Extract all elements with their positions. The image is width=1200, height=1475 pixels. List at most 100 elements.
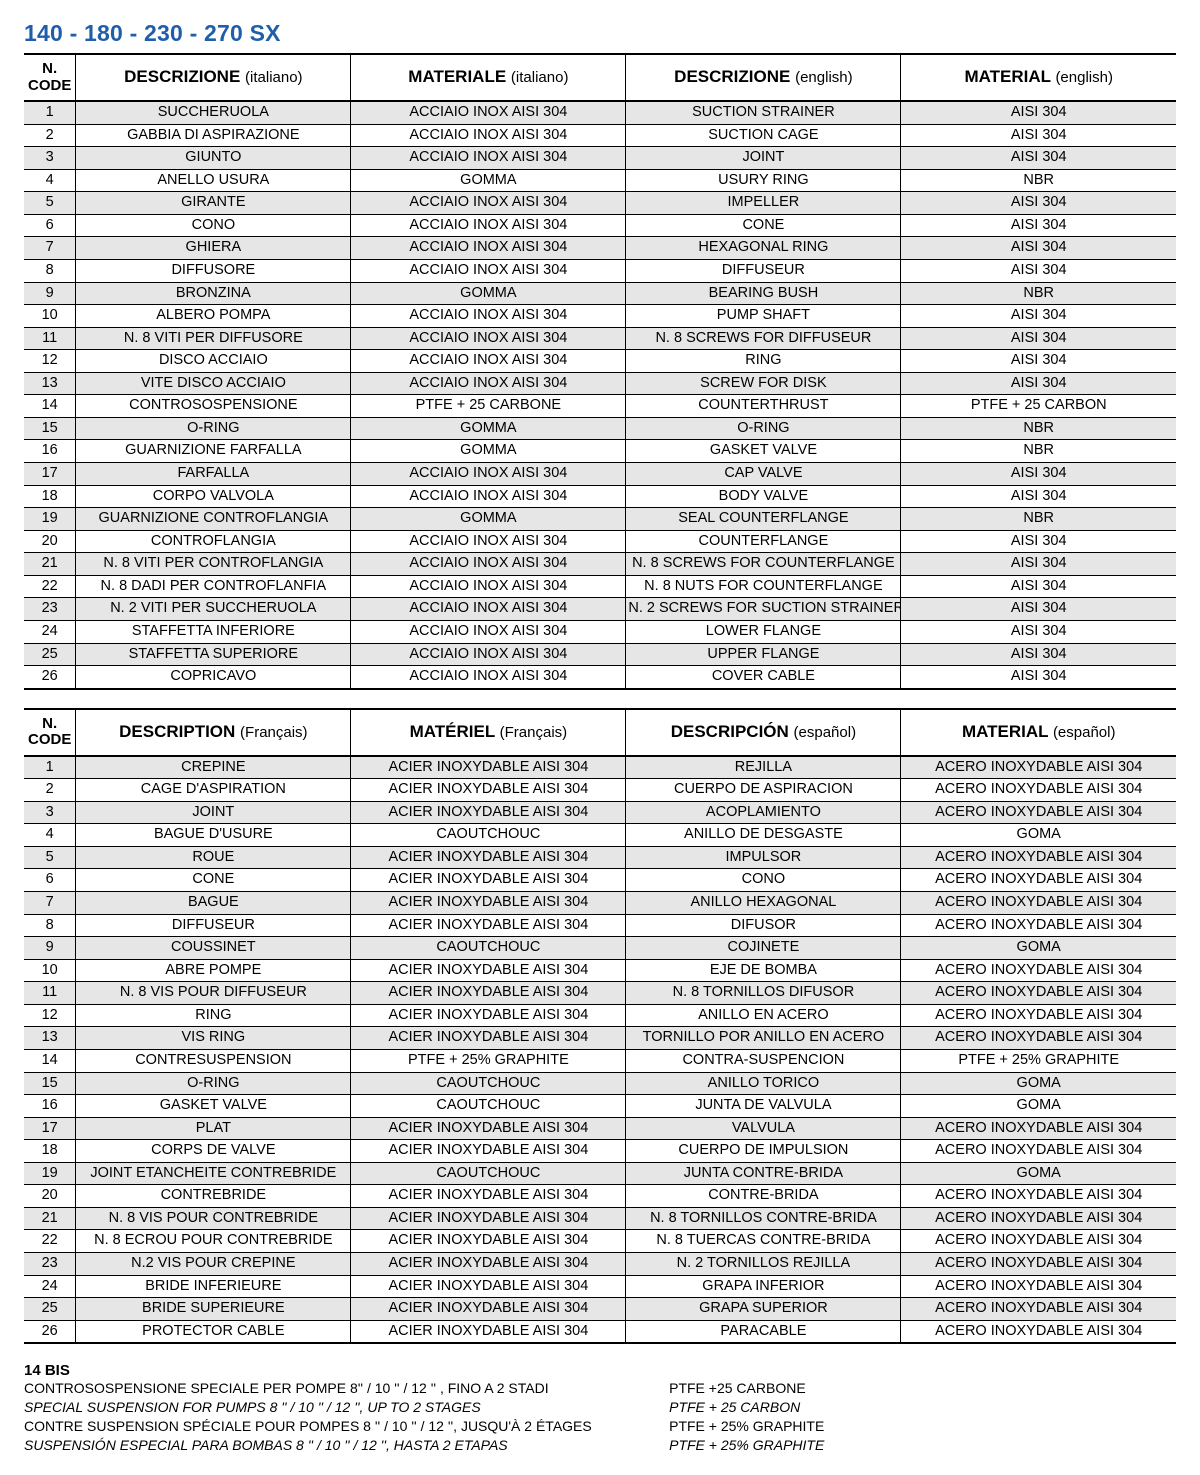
cell-value: ACERO INOXYDABLE AISI 304 <box>901 1140 1176 1163</box>
cell-code: 20 <box>24 530 76 553</box>
cell-code: 1 <box>24 101 76 124</box>
cell-value: ACIER INOXYDABLE AISI 304 <box>351 1207 626 1230</box>
cell-value: VALVULA <box>626 1117 901 1140</box>
cell-value: ACCIAIO INOX AISI 304 <box>351 372 626 395</box>
table-row: 20CONTREBRIDEACIER INOXYDABLE AISI 304CO… <box>24 1185 1176 1208</box>
cell-value: AISI 304 <box>901 237 1176 260</box>
cell-value: ACCIAIO INOX AISI 304 <box>351 259 626 282</box>
cell-value: GUARNIZIONE CONTROFLANGIA <box>76 508 351 531</box>
table-row: 9BRONZINAGOMMABEARING BUSHNBR <box>24 282 1176 305</box>
cell-value: ACERO INOXYDABLE AISI 304 <box>901 892 1176 915</box>
cell-value: PARACABLE <box>626 1320 901 1343</box>
table-row: 19JOINT ETANCHEITE CONTREBRIDECAOUTCHOUC… <box>24 1162 1176 1185</box>
cell-value: JOINT <box>76 801 351 824</box>
table-row: 22N. 8 ECROU POUR CONTREBRIDEACIER INOXY… <box>24 1230 1176 1253</box>
cell-value: ACIER INOXYDABLE AISI 304 <box>351 779 626 802</box>
table-row: 7BAGUEACIER INOXYDABLE AISI 304ANILLO HE… <box>24 892 1176 915</box>
cell-value: AISI 304 <box>901 620 1176 643</box>
cell-code: 19 <box>24 1162 76 1185</box>
cell-value: DIFFUSORE <box>76 259 351 282</box>
cell-value: ACCIAIO INOX AISI 304 <box>351 350 626 373</box>
table-row: 6CONEACIER INOXYDABLE AISI 304CONOACERO … <box>24 869 1176 892</box>
cell-value: GASKET VALVE <box>626 440 901 463</box>
cell-value: BAGUE D'USURE <box>76 824 351 847</box>
cell-value: ACERO INOXYDABLE AISI 304 <box>901 1253 1176 1276</box>
cell-value: ACERO INOXYDABLE AISI 304 <box>901 1004 1176 1027</box>
table-row: 13VIS RINGACIER INOXYDABLE AISI 304TORNI… <box>24 1027 1176 1050</box>
cell-value: ACIER INOXYDABLE AISI 304 <box>351 1230 626 1253</box>
cell-value: O-RING <box>76 1072 351 1095</box>
cell-code: 16 <box>24 1095 76 1118</box>
cell-value: GOMMA <box>351 508 626 531</box>
cell-value: GIRANTE <box>76 192 351 215</box>
cell-value: CAOUTCHOUC <box>351 937 626 960</box>
table-row: 15O-RINGGOMMAO-RINGNBR <box>24 417 1176 440</box>
cell-value: NBR <box>901 508 1176 531</box>
cell-value: CAP VALVE <box>626 463 901 486</box>
col-header-mat-es: MATERIAL (español) <box>901 709 1176 756</box>
cell-code: 4 <box>24 169 76 192</box>
table-row: 14CONTRESUSPENSIONPTFE + 25% GRAPHITECON… <box>24 1049 1176 1072</box>
cell-value: ANILLO HEXAGONAL <box>626 892 901 915</box>
cell-value: CAGE D'ASPIRATION <box>76 779 351 802</box>
cell-value: ACIER INOXYDABLE AISI 304 <box>351 1298 626 1321</box>
cell-value: JUNTA CONTRE-BRIDA <box>626 1162 901 1185</box>
cell-value: BRONZINA <box>76 282 351 305</box>
cell-value: ACCIAIO INOX AISI 304 <box>351 463 626 486</box>
cell-value: GOMA <box>901 937 1176 960</box>
cell-value: CAOUTCHOUC <box>351 1162 626 1185</box>
table-row: 12RINGACIER INOXYDABLE AISI 304ANILLO EN… <box>24 1004 1176 1027</box>
cell-value: ACERO INOXYDABLE AISI 304 <box>901 869 1176 892</box>
cell-value: LOWER FLANGE <box>626 620 901 643</box>
table-row: 15O-RINGCAOUTCHOUCANILLO TORICOGOMA <box>24 1072 1176 1095</box>
col-header-mat-fr: MATÉRIEL (Français) <box>351 709 626 756</box>
cell-value: GOMMA <box>351 440 626 463</box>
cell-value: PTFE + 25 CARBONE <box>351 395 626 418</box>
notes-block: CONTROSOSPENSIONE SPECIALE PER POMPE 8''… <box>24 1379 1176 1455</box>
cell-code: 23 <box>24 1253 76 1276</box>
cell-value: N. 8 VITI PER CONTROFLANGIA <box>76 553 351 576</box>
cell-value: AISI 304 <box>901 305 1176 328</box>
cell-value: ACIER INOXYDABLE AISI 304 <box>351 756 626 779</box>
cell-code: 7 <box>24 237 76 260</box>
cell-code: 11 <box>24 327 76 350</box>
cell-code: 2 <box>24 779 76 802</box>
cell-value: GOMMA <box>351 282 626 305</box>
cell-value: HEXAGONAL RING <box>626 237 901 260</box>
cell-value: AISI 304 <box>901 485 1176 508</box>
cell-value: RING <box>626 350 901 373</box>
cell-value: NBR <box>901 440 1176 463</box>
cell-code: 3 <box>24 147 76 170</box>
cell-code: 22 <box>24 575 76 598</box>
cell-value: ACERO INOXYDABLE AISI 304 <box>901 1185 1176 1208</box>
cell-value: CONTRESUSPENSION <box>76 1049 351 1072</box>
cell-value: ACCIAIO INOX AISI 304 <box>351 214 626 237</box>
col-header-mat-en: MATERIAL (english) <box>901 54 1176 101</box>
table-row: 8DIFFUSOREACCIAIO INOX AISI 304DIFFUSEUR… <box>24 259 1176 282</box>
cell-code: 26 <box>24 666 76 689</box>
cell-value: SUCTION STRAINER <box>626 101 901 124</box>
note-right: PTFE + 25% GRAPHITE <box>669 1436 1176 1455</box>
cell-value: AISI 304 <box>901 575 1176 598</box>
cell-value: GABBIA DI ASPIRAZIONE <box>76 124 351 147</box>
cell-value: GUARNIZIONE FARFALLA <box>76 440 351 463</box>
cell-code: 24 <box>24 1275 76 1298</box>
cell-value: ACIER INOXYDABLE AISI 304 <box>351 1027 626 1050</box>
table-row: 3GIUNTOACCIAIO INOX AISI 304JOINTAISI 30… <box>24 147 1176 170</box>
note-left: SPECIAL SUSPENSION FOR PUMPS 8 '' / 10 '… <box>24 1398 669 1417</box>
cell-value: AISI 304 <box>901 350 1176 373</box>
cell-code: 13 <box>24 372 76 395</box>
cell-value: N. 8 VIS POUR CONTREBRIDE <box>76 1207 351 1230</box>
cell-value: CAOUTCHOUC <box>351 1072 626 1095</box>
table-row: 1CREPINEACIER INOXYDABLE AISI 304REJILLA… <box>24 756 1176 779</box>
cell-code: 22 <box>24 1230 76 1253</box>
cell-value: STAFFETTA SUPERIORE <box>76 643 351 666</box>
table-row: 7GHIERAACCIAIO INOX AISI 304HEXAGONAL RI… <box>24 237 1176 260</box>
cell-code: 5 <box>24 846 76 869</box>
cell-value: ANILLO DE DESGASTE <box>626 824 901 847</box>
cell-value: N. 8 TORNILLOS DIFUSOR <box>626 982 901 1005</box>
cell-value: ACERO INOXYDABLE AISI 304 <box>901 1027 1176 1050</box>
cell-value: CONTRA-SUSPENCION <box>626 1049 901 1072</box>
cell-value: GOMMA <box>351 417 626 440</box>
cell-value: ACIER INOXYDABLE AISI 304 <box>351 1140 626 1163</box>
